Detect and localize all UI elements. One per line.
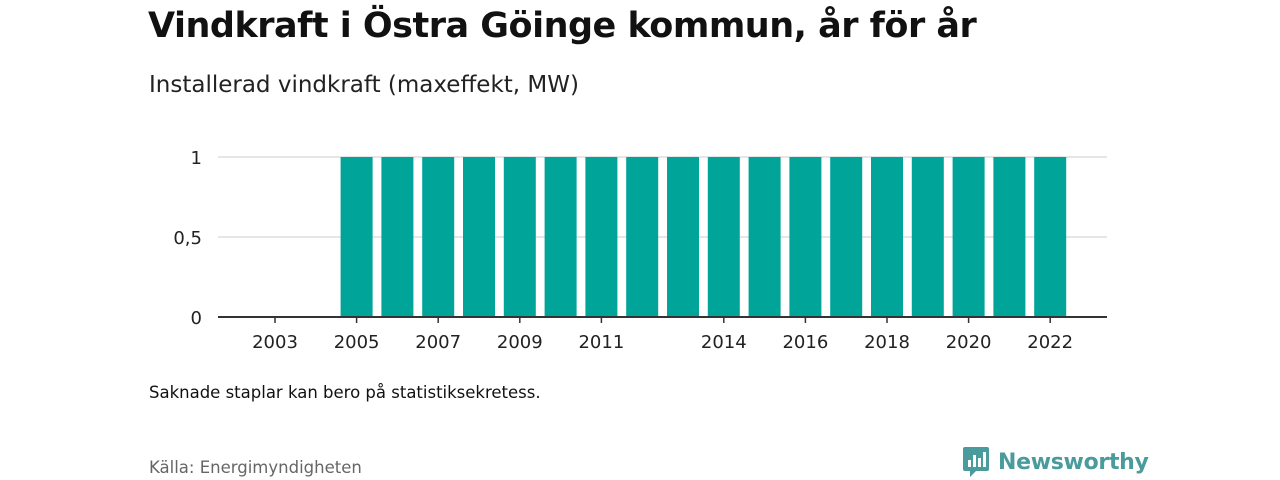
bar-2011 xyxy=(585,157,618,317)
bar-2005 xyxy=(340,157,373,317)
x-tick-label: 2005 xyxy=(334,332,380,353)
bar-2009 xyxy=(503,157,536,317)
footnote: Saknade staplar kan bero på statistiksek… xyxy=(149,383,541,402)
x-tick-label: 2009 xyxy=(497,332,543,353)
x-tick-label: 2016 xyxy=(782,332,828,353)
x-tick-label: 2003 xyxy=(252,332,298,353)
bar-2006 xyxy=(381,157,414,317)
bar-2008 xyxy=(463,157,495,317)
bar-2007 xyxy=(422,157,455,317)
bar-2018 xyxy=(871,157,903,317)
chart-subtitle: Installerad vindkraft (maxeffekt, MW) xyxy=(149,72,579,98)
y-tick-label: 1 xyxy=(191,148,202,169)
bar-2015 xyxy=(748,157,781,317)
x-tick-label: 2022 xyxy=(1027,332,1073,353)
y-tick-label: 0,5 xyxy=(173,228,202,249)
brand-name: Newsworthy xyxy=(998,449,1149,475)
x-tick-label: 2018 xyxy=(864,332,910,353)
bar-2021 xyxy=(993,157,1026,317)
brand-logo: Newsworthy xyxy=(962,446,1149,478)
bar-2013 xyxy=(667,157,699,317)
bar-2019 xyxy=(911,157,944,317)
x-tick-label: 2011 xyxy=(578,332,624,353)
y-tick-label: 0 xyxy=(191,308,202,329)
bar-2012 xyxy=(626,157,659,317)
bar-2022 xyxy=(1034,157,1067,317)
chart-title: Vindkraft i Östra Göinge kommun, år för … xyxy=(148,6,977,46)
bar-2014 xyxy=(707,157,740,317)
bar-2016 xyxy=(789,157,822,317)
x-tick-label: 2020 xyxy=(946,332,992,353)
bars xyxy=(340,157,1067,317)
x-tick-label: 2014 xyxy=(701,332,747,353)
bar-2020 xyxy=(952,157,985,317)
axes: 0 0,5 1 2003 2005 2007 2009 2011 2014 2016 2018 202… xyxy=(173,148,1107,353)
newsworthy-logo-icon xyxy=(963,447,989,477)
x-tick-label: 2007 xyxy=(415,332,461,353)
bar-2010 xyxy=(544,157,577,317)
source-text: Källa: Energimyndigheten xyxy=(149,458,362,477)
bar-2017 xyxy=(830,157,863,317)
